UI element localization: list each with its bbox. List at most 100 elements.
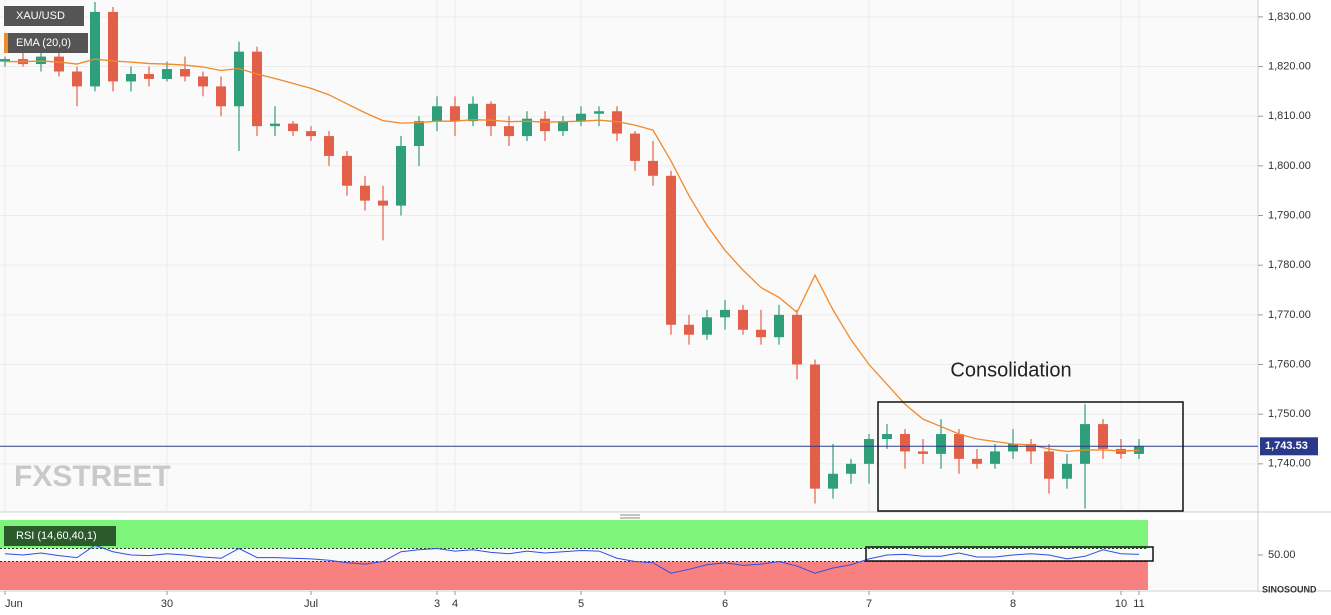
candle-body — [324, 136, 334, 156]
candle-body — [216, 86, 226, 107]
candle-body — [792, 314, 802, 365]
y-tick-label: 1,830.00 — [1268, 11, 1311, 23]
candle-body — [558, 121, 568, 132]
rsi-line — [4, 544, 1140, 574]
candle-body — [0, 59, 10, 62]
candle-body — [270, 123, 280, 127]
candle-body — [414, 121, 424, 147]
candle-body — [846, 463, 856, 474]
candle-body — [1008, 443, 1018, 452]
candle-body — [810, 364, 820, 489]
x-tick-label: 3 — [434, 598, 440, 610]
candle-body — [396, 146, 406, 206]
candle-body — [72, 71, 82, 87]
candle-body — [54, 56, 64, 72]
x-tick-label: 6 — [722, 598, 728, 610]
rsi-lower-zone — [0, 561, 1148, 590]
candle-body — [612, 111, 622, 134]
candle-body — [648, 160, 658, 176]
candle-body — [450, 106, 460, 122]
candle-body — [1080, 424, 1090, 464]
candle-body — [918, 451, 928, 454]
candle-body — [288, 123, 298, 132]
x-tick-label: Jun — [5, 598, 23, 610]
candle-body — [522, 118, 532, 137]
candle-body — [702, 317, 712, 335]
candle-body — [504, 126, 514, 137]
logo: SINOSOUND — [1262, 584, 1317, 594]
candle-body — [1026, 443, 1036, 452]
y-tick-label: 1,780.00 — [1268, 259, 1311, 271]
candle-body — [594, 111, 604, 114]
candle-body — [1062, 463, 1072, 479]
candle-body — [720, 309, 730, 318]
candle-body — [108, 11, 118, 82]
annotation: Consolidation — [950, 359, 1071, 381]
last-price-box — [1260, 437, 1318, 456]
y-tick-label: 1,740.00 — [1268, 458, 1311, 470]
candle-body — [144, 73, 154, 79]
rsi-box — [865, 546, 1154, 562]
x-tick-label: 10 — [1115, 598, 1127, 610]
y-tick-label: 1,810.00 — [1268, 110, 1311, 122]
legend-rsi: RSI (14,60,40,1) — [16, 530, 97, 542]
candle-body — [90, 11, 100, 87]
candle-body — [1098, 424, 1108, 449]
candle-body — [990, 451, 1000, 464]
candle-body — [630, 133, 640, 161]
candle-body — [540, 118, 550, 132]
legend-box[interactable] — [4, 526, 116, 546]
x-tick-label: 8 — [1010, 598, 1016, 610]
candle-body — [1134, 446, 1144, 454]
y-tick-label: 1,760.00 — [1268, 358, 1311, 370]
candle-body — [360, 185, 370, 201]
candle-body — [342, 155, 352, 186]
legend-box[interactable] — [4, 33, 88, 53]
x-tick-label: 5 — [578, 598, 584, 610]
candle-body — [432, 106, 442, 122]
candle-body — [900, 434, 910, 452]
consolidation-box — [877, 401, 1184, 512]
candle-body — [234, 51, 244, 107]
candle-body — [306, 131, 316, 137]
candle-body — [684, 324, 694, 335]
candle-body — [576, 113, 586, 122]
legend-swatch — [4, 33, 8, 53]
candle-body — [666, 175, 676, 325]
y-tick-label: 1,790.00 — [1268, 209, 1311, 221]
divider-handle[interactable] — [620, 514, 640, 519]
rsi-tick-label: 50.00 — [1268, 549, 1296, 561]
candle-body — [468, 103, 478, 122]
candle-body — [378, 200, 388, 206]
candle-body — [828, 473, 838, 489]
candle-body — [738, 309, 748, 330]
x-tick-label: Jul — [304, 598, 318, 610]
watermark: FXSTREET — [14, 460, 171, 493]
legend-box[interactable] — [4, 6, 84, 26]
x-tick-label: 4 — [452, 598, 458, 610]
y-tick-label: 1,800.00 — [1268, 160, 1311, 172]
y-tick-label: 1,770.00 — [1268, 309, 1311, 321]
candle-body — [486, 103, 496, 127]
candle-body — [1044, 451, 1054, 479]
candle-body — [252, 51, 262, 127]
last-price-label: 1,743.53 — [1265, 440, 1308, 452]
candle-body — [882, 434, 892, 439]
candle-body — [774, 314, 784, 338]
ema-line — [5, 58, 1140, 453]
candle-body — [180, 69, 190, 77]
rsi-upper-zone — [0, 520, 1148, 549]
candle-body — [162, 69, 172, 79]
legend-title: XAU/USD — [16, 10, 65, 22]
plot-background — [0, 0, 1258, 512]
candle-body — [126, 73, 136, 82]
candle-body — [972, 458, 982, 464]
candle-body — [198, 76, 208, 87]
legend-ema: EMA (20,0) — [16, 37, 71, 49]
candle-body — [936, 434, 946, 454]
candle-body — [36, 56, 46, 65]
y-tick-label: 1,750.00 — [1268, 408, 1311, 420]
x-tick-label: 30 — [161, 598, 173, 610]
x-tick-label: 7 — [866, 598, 872, 610]
